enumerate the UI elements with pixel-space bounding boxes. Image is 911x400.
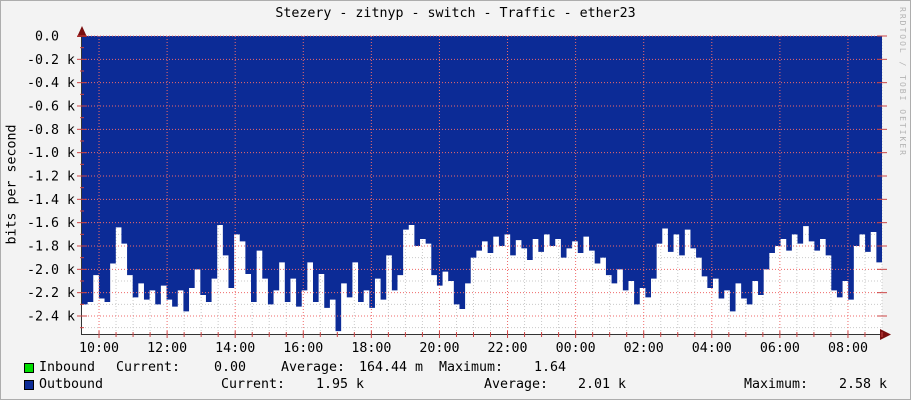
outbound-maximum-value: 2.58 k (839, 377, 888, 392)
x-tick-label: 10:00 (79, 341, 119, 356)
graph-title: Stezery - zitnyp - switch - Traffic - et… (275, 6, 636, 21)
outbound-label: Outbound (39, 377, 104, 392)
inbound-swatch (24, 363, 34, 373)
inbound-current-value: 0.00 (214, 360, 247, 375)
inbound-average-value: 164.44 m (359, 360, 424, 375)
inbound-label: Inbound (39, 360, 96, 375)
y-tick-label: -2.0 k (27, 263, 75, 278)
y-tick-label: -2.4 k (27, 310, 75, 325)
y-tick-label: -0.6 k (27, 100, 75, 115)
grid-major (82, 35, 882, 334)
x-tick-label: 18:00 (351, 341, 391, 356)
y-tick-label: -0.2 k (27, 53, 75, 68)
x-tick-label: 12:00 (147, 341, 187, 356)
x-tick-label: 04:00 (692, 341, 732, 356)
outbound-current-value: 1.95 k (316, 377, 365, 392)
x-tick-label: 16:00 (283, 341, 323, 356)
outbound-current-label: Current: (221, 377, 286, 392)
y-tick-label: -1.2 k (27, 170, 75, 185)
y-tick-label: -1.0 k (27, 146, 75, 161)
x-tick-label: 06:00 (760, 341, 800, 356)
y-tick-label: -0.8 k (27, 123, 75, 138)
inbound-current-label: Current: (116, 360, 181, 375)
y-tick-label: 0.0 (35, 30, 59, 45)
outbound-maximum-label: Maximum: (744, 377, 809, 392)
y-tick-label: -1.4 k (27, 193, 75, 208)
x-tick-label: 14:00 (215, 341, 255, 356)
outbound-area (82, 36, 882, 332)
inbound-maximum-label: Maximum: (439, 360, 504, 375)
tick-marks (77, 35, 887, 338)
y-tick-label: -1.6 k (27, 216, 75, 231)
x-tick-label: 20:00 (419, 341, 459, 356)
outbound-average-value: 2.01 k (578, 377, 627, 392)
x-axis-arrow-icon (880, 329, 891, 340)
axes (81, 28, 888, 335)
x-tick-label: 02:00 (624, 341, 664, 356)
inbound-average-label: Average: (281, 360, 346, 375)
y-axis-arrow-icon (77, 26, 87, 37)
rrdtool-watermark: RRDTOOL / TOBI OETIKER (898, 7, 907, 157)
tick-labels: 0.0 -0.2 k -0.4 k -0.6 k -0.8 k -1.0 k -1.2 k -… (27, 30, 868, 357)
inbound-maximum-value: 1.64 (534, 360, 567, 375)
x-tick-label: 00:00 (556, 341, 596, 356)
outbound-average-label: Average: (484, 377, 549, 392)
x-tick-label: 22:00 (488, 341, 528, 356)
y-tick-label: -1.8 k (27, 240, 75, 255)
outbound-swatch (24, 380, 34, 390)
y-tick-label: -0.4 k (27, 76, 75, 91)
y-tick-label: -2.2 k (27, 286, 75, 301)
x-tick-label: 08:00 (828, 341, 868, 356)
